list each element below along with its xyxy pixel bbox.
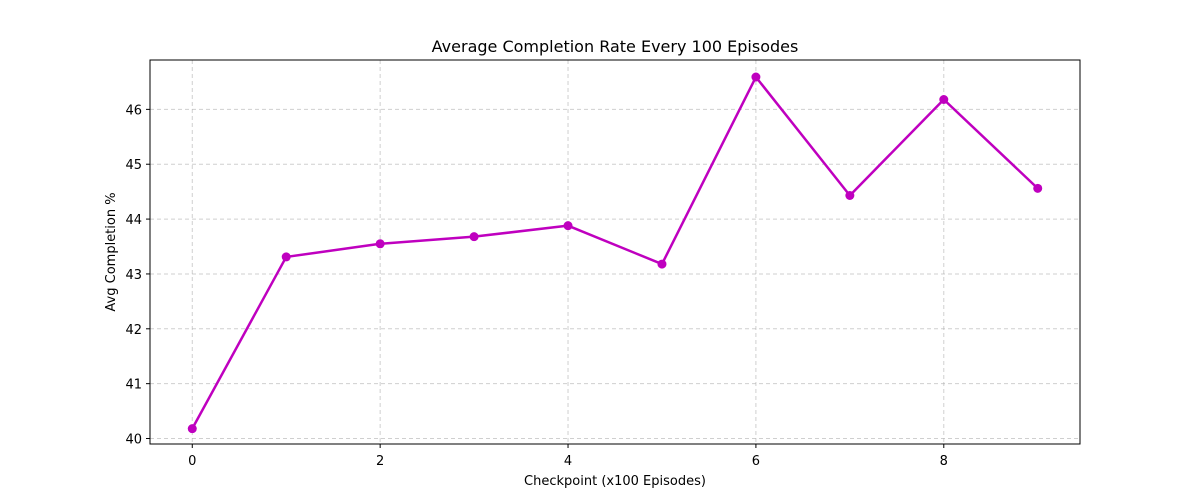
x-tick-label: 0 [188, 454, 196, 469]
data-point [281, 252, 291, 262]
data-point [375, 239, 385, 249]
x-tick-label: 2 [376, 454, 384, 469]
data-point [751, 72, 761, 82]
series-line [191, 75, 1039, 430]
y-tick-label: 41 [125, 378, 142, 393]
x-tick-label: 8 [940, 454, 948, 469]
data-point [939, 94, 949, 104]
y-tick-label: 42 [125, 323, 142, 338]
y-tick-label: 44 [125, 213, 142, 228]
data-point [657, 259, 667, 269]
y-tick-label: 43 [125, 268, 142, 283]
x-axis-label: Checkpoint (x100 Episodes) [524, 474, 706, 489]
x-tick-label: 4 [564, 454, 572, 469]
data-point [563, 221, 573, 231]
series-layer [187, 72, 1043, 434]
data-point [1033, 183, 1043, 193]
y-tick-label: 45 [125, 158, 142, 173]
data-point [187, 424, 197, 434]
y-axis-label: Avg Completion % [104, 192, 119, 311]
plot-frame [149, 59, 1081, 445]
grid [150, 60, 1080, 444]
data-point [845, 190, 855, 200]
y-tick-label: 46 [125, 103, 142, 118]
x-tick-label: 6 [752, 454, 760, 469]
chart-title: Average Completion Rate Every 100 Episod… [432, 37, 799, 56]
data-point [469, 232, 479, 242]
y-tick-label: 40 [125, 433, 142, 448]
